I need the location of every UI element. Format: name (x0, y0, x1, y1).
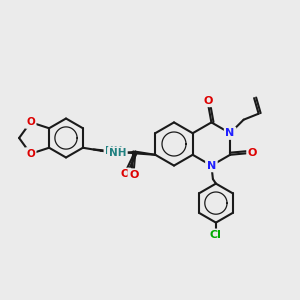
Text: N: N (207, 160, 216, 171)
Text: O: O (121, 169, 130, 179)
Text: Cl: Cl (210, 230, 222, 240)
Text: NH: NH (109, 148, 126, 158)
Text: O: O (129, 170, 139, 180)
Text: NH: NH (105, 146, 123, 156)
Text: N: N (226, 128, 235, 138)
Text: O: O (248, 148, 257, 158)
Text: O: O (26, 117, 35, 127)
Text: O: O (26, 149, 35, 159)
Text: O: O (204, 95, 213, 106)
